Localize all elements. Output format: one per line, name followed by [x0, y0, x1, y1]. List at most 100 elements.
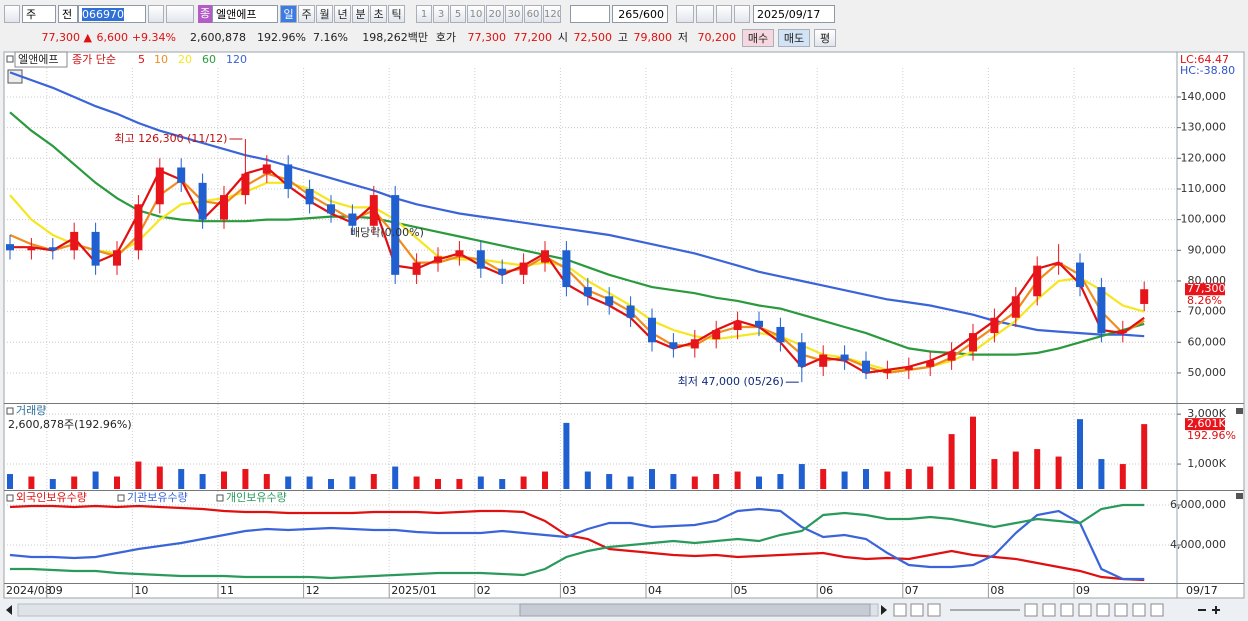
- tool-button[interactable]: [1078, 603, 1092, 617]
- candle-body: [690, 339, 699, 349]
- tool-button[interactable]: [1150, 603, 1164, 617]
- candle-body: [904, 366, 913, 370]
- panel-close[interactable]: [1236, 408, 1243, 414]
- x-tick-label: 2024/08: [6, 584, 52, 597]
- volume-summary: 2,600,878주(192.96%): [8, 418, 132, 431]
- period-button[interactable]: 틱: [388, 5, 405, 23]
- scroll-right[interactable]: [881, 605, 887, 615]
- ma-line: [9, 71, 1145, 338]
- candle-body: [1054, 262, 1063, 266]
- interval-button[interactable]: 1: [416, 5, 432, 23]
- legend-entry: 개인보유수량: [226, 491, 287, 504]
- name-box[interactable]: 엘앤에프: [212, 5, 278, 23]
- sound-button[interactable]: [166, 5, 194, 23]
- interval-button[interactable]: 20: [486, 5, 504, 23]
- legend-icon: [6, 407, 14, 415]
- candle-body: [1097, 287, 1106, 334]
- open-label: 시: [557, 31, 568, 44]
- nav-button[interactable]: [893, 603, 907, 617]
- hc-label: HC:-38.80: [1180, 64, 1235, 77]
- volume-bar: [1119, 464, 1126, 489]
- buy-button[interactable]: 매수: [742, 29, 774, 47]
- tool-button[interactable]: [676, 5, 694, 23]
- holding-line: [9, 507, 1145, 581]
- tool-button[interactable]: [696, 5, 714, 23]
- date-box[interactable]: 2025/09/17: [753, 5, 835, 23]
- interval-button[interactable]: 120: [543, 5, 561, 23]
- quote-change: 6,600: [96, 31, 129, 44]
- code-input[interactable]: 066970: [78, 5, 146, 23]
- volume-bar: [841, 471, 848, 489]
- candle-body: [113, 250, 121, 266]
- volume-bar: [1077, 419, 1083, 489]
- date-readout: 09/17: [1186, 584, 1218, 597]
- tool-button[interactable]: [1114, 603, 1128, 617]
- candle-body: [541, 250, 549, 263]
- period-button[interactable]: 분: [352, 5, 369, 23]
- count-text: 265/600: [618, 8, 664, 21]
- volume-bar: [1141, 424, 1148, 489]
- tool-button[interactable]: [1024, 603, 1038, 617]
- scroll-thumb[interactable]: [519, 603, 871, 617]
- nav-button[interactable]: [910, 603, 924, 617]
- unit-select[interactable]: 주: [22, 5, 56, 23]
- legend-box: [14, 51, 68, 68]
- eval-button[interactable]: 평: [814, 29, 836, 47]
- volume-bar: [691, 476, 698, 489]
- panel-close[interactable]: [1236, 493, 1243, 499]
- candle-body: [134, 204, 143, 251]
- tool-button[interactable]: [1132, 603, 1146, 617]
- candle-body: [605, 296, 614, 306]
- x-tick-label: 06: [819, 584, 833, 597]
- compare-text: 전: [62, 8, 73, 21]
- last-price-box: [1185, 283, 1225, 296]
- tool-button[interactable]: [1042, 603, 1056, 617]
- y-tick-label: 120,000: [1181, 151, 1227, 164]
- interval-button[interactable]: 5: [450, 5, 466, 23]
- stock-name: 엘앤에프: [216, 8, 257, 21]
- interval-select[interactable]: [570, 5, 610, 23]
- count-box[interactable]: 265/600: [612, 5, 668, 23]
- save-button[interactable]: [716, 5, 732, 23]
- tool-button[interactable]: [1060, 603, 1074, 617]
- volume-bar: [242, 469, 249, 489]
- interval-button[interactable]: 3: [433, 5, 449, 23]
- low-annotation: 최저 47,000 (05/26): [678, 375, 784, 388]
- legend-icon: [117, 494, 125, 502]
- search-button[interactable]: [148, 5, 164, 23]
- candle-body: [198, 182, 207, 220]
- period-button[interactable]: 월: [316, 5, 333, 23]
- sell-button[interactable]: 매도: [778, 29, 810, 47]
- x-tick-label: 08: [990, 584, 1004, 597]
- nav-button[interactable]: [927, 603, 941, 617]
- settings-button[interactable]: [734, 5, 750, 23]
- volume-bar: [135, 461, 142, 489]
- period-button[interactable]: 주: [298, 5, 315, 23]
- interval-button[interactable]: 10: [467, 5, 485, 23]
- volume-bar: [756, 476, 762, 489]
- panel-title: 거래량: [16, 404, 46, 417]
- volume-bar: [285, 476, 292, 489]
- candle-body: [947, 351, 956, 361]
- tool-button[interactable]: [1096, 603, 1110, 617]
- interval-button[interactable]: 30: [505, 5, 523, 23]
- code-text: 066970: [82, 8, 124, 21]
- high-label: 고: [617, 31, 628, 44]
- scroll-left[interactable]: [6, 605, 12, 615]
- volume-bar: [798, 464, 805, 489]
- period-button[interactable]: 일: [280, 5, 297, 23]
- candle-body: [369, 195, 378, 226]
- candle-body: [733, 320, 742, 331]
- quote-high: 79,800: [633, 31, 673, 44]
- volume-bar: [28, 476, 35, 489]
- compare-select[interactable]: 전: [58, 5, 78, 23]
- period-button[interactable]: 년: [334, 5, 351, 23]
- period-button[interactable]: 초: [370, 5, 387, 23]
- y-tick-label: 3,000K: [1187, 407, 1226, 420]
- legend-icon: [6, 55, 14, 63]
- menu-icon[interactable]: [4, 5, 20, 23]
- y-tick-label: 70,000: [1188, 305, 1227, 318]
- interval-button[interactable]: 60: [524, 5, 542, 23]
